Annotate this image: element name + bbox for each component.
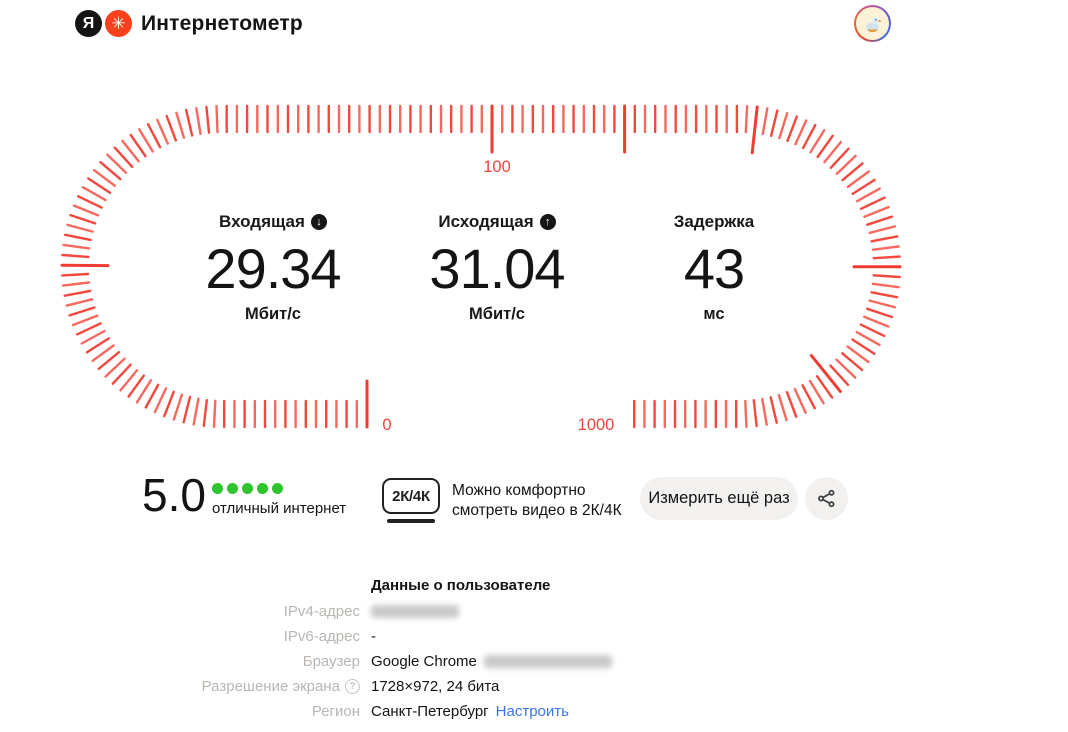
rating-dot (272, 483, 283, 494)
resolution-label: Разрешение экрана (201, 678, 340, 695)
download-arrow-icon: ↓ (310, 214, 327, 230)
share-button[interactable] (805, 477, 848, 520)
ipv4-value-redacted (371, 605, 459, 618)
browser-label: Браузер (302, 653, 360, 670)
download-speed-value: 29.34 (205, 237, 341, 300)
rating-dot (242, 483, 253, 494)
user-data-row-region: Регион Санкт-Петербург Настроить (100, 703, 860, 720)
user-data-row-browser: Браузер Google Chrome (100, 653, 860, 670)
2k4k-badge-icon: 2К/4К (382, 478, 440, 514)
2k4k-badge-stand (387, 519, 435, 523)
rating-caption: отличный интернет (212, 500, 347, 517)
user-data-row-resolution: Разрешение экрана ? 1728×972, 24 бита (100, 678, 860, 695)
yandex-y-icon: Я (75, 10, 102, 37)
metric-upload: Исходящая ↑ 31.04 Мбит/с (377, 212, 617, 324)
user-data-title: Данные о пользователе (371, 577, 551, 594)
yandex-logo[interactable]: Я ✳ Интернетометр (75, 10, 303, 37)
rating-score: 5.0 (142, 469, 206, 521)
ipv4-label: IPv4-адрес (283, 603, 360, 620)
ipv6-value: - (371, 628, 376, 645)
app-title: Интернетометр (141, 11, 303, 35)
quality-description-line2: смотреть видео в 2К/4К (452, 502, 622, 519)
upload-arrow-icon: ↑ (539, 214, 556, 230)
rating-dots (212, 483, 283, 494)
metric-upload-label-row: Исходящая ↑ (377, 212, 617, 232)
rating-dot (257, 483, 268, 494)
user-data-row-ipv6: IPv6-адрес - (100, 628, 860, 645)
metric-latency: Задержка 43 мс (594, 212, 834, 324)
browser-name: Google Chrome (371, 653, 477, 670)
gauge-label-100: 100 (483, 158, 511, 176)
header: Я ✳ Интернетометр (0, 0, 1068, 52)
region-value: Санкт-Петербург (371, 703, 489, 720)
duck-avatar-icon (856, 7, 889, 40)
download-speed-unit: Мбит/с (245, 305, 301, 323)
rating-dot (227, 483, 238, 494)
region-label: Регион (311, 703, 360, 720)
resolution-value: 1728×972, 24 бита (371, 678, 500, 695)
metric-download-label-row: Входящая ↓ (153, 212, 393, 232)
metric-download-label: Входящая (219, 212, 305, 231)
latency-unit: мс (703, 305, 725, 323)
ipv6-label: IPv6-адрес (283, 628, 360, 645)
metric-latency-label: Задержка (673, 212, 755, 231)
upload-speed-value: 31.04 (429, 237, 565, 300)
metric-upload-label: Исходящая (438, 212, 534, 231)
measure-again-button[interactable]: Измерить ещё раз (640, 477, 798, 520)
resolution-help-icon[interactable]: ? (345, 679, 360, 694)
quality-description: Можно комфортно смотреть видео в 2К/4К (452, 481, 622, 521)
upload-speed-unit: Мбит/с (469, 305, 525, 323)
latency-value: 43 (683, 237, 745, 300)
metric-latency-label-row: Задержка (594, 212, 834, 232)
rating-dot (212, 483, 223, 494)
resolution-label-row: Разрешение экрана ? (100, 678, 360, 695)
share-icon (818, 489, 835, 508)
user-data-row-ipv4: IPv4-адрес (100, 603, 860, 620)
gauge-label-1000: 1000 (578, 416, 615, 434)
user-avatar[interactable] (854, 5, 891, 42)
browser-value: Google Chrome (371, 653, 612, 670)
metric-download: Входящая ↓ 29.34 Мбит/с (153, 212, 393, 324)
quality-description-line1: Можно комфортно (452, 482, 586, 499)
gauge-label-0: 0 (382, 416, 391, 434)
yandex-flower-icon: ✳ (105, 10, 132, 37)
browser-version-redacted (483, 655, 612, 668)
region-configure-link[interactable]: Настроить (495, 703, 569, 720)
